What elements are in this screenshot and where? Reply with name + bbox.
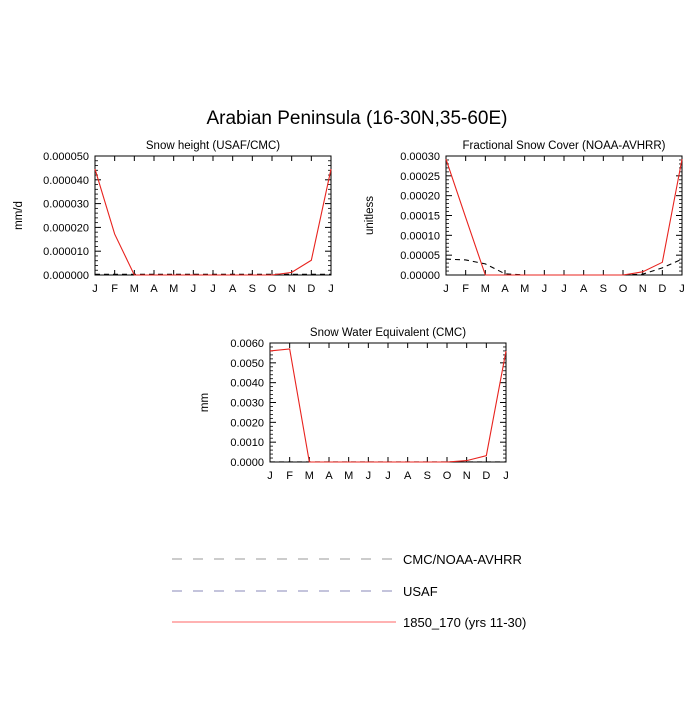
x-tick-label: O [619, 283, 628, 295]
y-tick-label: 0.0040 [230, 378, 264, 390]
series-line-0 [269, 348, 507, 463]
panel-title: Snow height (USAF/CMC) [146, 140, 280, 152]
series-line-0 [445, 158, 683, 276]
y-axis-label: mm [199, 393, 211, 412]
y-tick-label: 0.000030 [43, 199, 89, 211]
x-tick-label: M [305, 470, 314, 482]
x-tick-label: J [191, 283, 197, 295]
x-tick-label: J [542, 283, 548, 295]
chart-panel-1: Snow height (USAF/CMC)mm/dJ F M A M J J A S O N D J0… [13, 140, 334, 295]
y-tick-label: 0.000040 [43, 175, 89, 187]
x-tick-label: J [328, 283, 334, 295]
panel-title: Fractional Snow Cover (NOAA-AVHRR) [462, 140, 665, 152]
y-axis-label: unitless [364, 196, 376, 235]
x-tick-label: M [520, 283, 529, 295]
legend-label-2: 1850_170 (yrs 11-30) [403, 615, 526, 630]
y-tick-label: 0.00025 [400, 171, 440, 183]
x-tick-label: J [679, 283, 685, 295]
x-tick-label: D [307, 283, 315, 295]
y-tick-label: 0.000000 [43, 270, 89, 282]
x-tick-label: S [600, 283, 607, 295]
x-tick-label: J [443, 283, 449, 295]
x-tick-label: A [325, 470, 333, 482]
x-tick-label: J [267, 470, 273, 482]
y-tick-label: 0.0030 [230, 398, 264, 410]
y-axis-label: mm/d [13, 201, 25, 230]
plot-frame [269, 342, 507, 463]
x-tick-label: O [443, 470, 452, 482]
x-tick-label: J [561, 283, 567, 295]
x-tick-label: A [404, 470, 412, 482]
plot-frame [445, 155, 683, 276]
x-tick-label: A [229, 283, 237, 295]
x-tick-label: N [463, 470, 471, 482]
x-tick-label: D [482, 470, 490, 482]
y-tick-label: 0.0010 [230, 437, 264, 449]
x-tick-label: N [288, 283, 296, 295]
y-tick-label: 0.0000 [230, 457, 264, 469]
page-title: Arabian Peninsula (16-30N,35-60E) [206, 108, 507, 129]
x-tick-label: F [286, 470, 293, 482]
x-tick-label: F [462, 283, 469, 295]
legend-label-1: USAF [403, 584, 438, 599]
y-tick-label: 0.00005 [400, 250, 440, 262]
series-line-0 [94, 168, 332, 276]
x-tick-label: M [481, 283, 490, 295]
x-tick-label: D [658, 283, 666, 295]
y-tick-label: 0.00010 [400, 230, 440, 242]
chart-panels: Snow height (USAF/CMC)mm/dJ F M A M J J A S O N D J0… [13, 140, 685, 482]
x-tick-label: O [268, 283, 277, 295]
x-tick-label: A [150, 283, 158, 295]
legend: CMC/NOAA-AVHRR USAF 1850_170 (yrs 11-30) [172, 552, 526, 630]
y-tick-label: 0.000050 [43, 151, 89, 163]
x-tick-label: S [424, 470, 431, 482]
y-tick-label: 0.00015 [400, 211, 440, 223]
x-tick-label: M [344, 470, 353, 482]
x-tick-label: S [249, 283, 256, 295]
y-tick-label: 0.0020 [230, 417, 264, 429]
x-tick-label: J [366, 470, 372, 482]
y-tick-label: 0.0060 [230, 338, 264, 350]
y-tick-label: 0.00030 [400, 151, 440, 163]
y-tick-label: 0.000010 [43, 246, 89, 258]
y-tick-label: 0.000020 [43, 222, 89, 234]
x-tick-label: J [92, 283, 98, 295]
y-tick-label: 0.00000 [400, 270, 440, 282]
x-tick-label: J [385, 470, 391, 482]
panel-title: Snow Water Equivalent (CMC) [310, 327, 466, 339]
x-tick-label: A [501, 283, 509, 295]
chart-panel-3: Snow Water Equivalent (CMC)mmJ F M A M J J A S O N… [199, 327, 509, 482]
chart-panel-2: Fractional Snow Cover (NOAA-AVHRR) unitle… [364, 140, 685, 295]
plot-frame [94, 155, 332, 276]
y-tick-label: 0.00020 [400, 191, 440, 203]
legend-label-0: CMC/NOAA-AVHRR [403, 552, 522, 567]
x-tick-label: A [580, 283, 588, 295]
x-tick-label: F [111, 283, 118, 295]
x-tick-label: J [503, 470, 509, 482]
x-tick-label: M [169, 283, 178, 295]
y-tick-label: 0.0050 [230, 358, 264, 370]
x-tick-label: M [130, 283, 139, 295]
x-tick-label: N [639, 283, 647, 295]
x-tick-label: J [210, 283, 216, 295]
